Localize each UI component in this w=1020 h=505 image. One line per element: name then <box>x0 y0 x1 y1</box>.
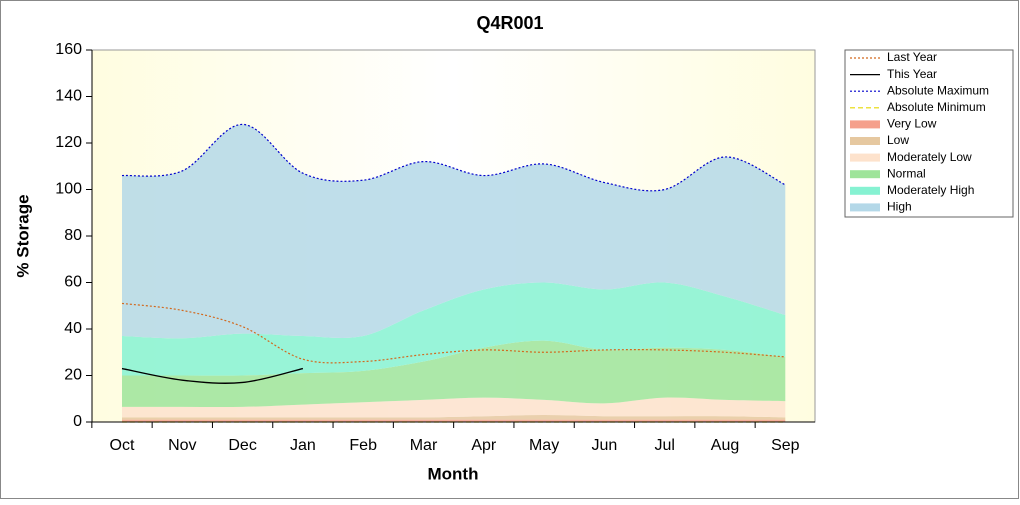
x-tick-label: Mar <box>410 437 438 454</box>
legend-label: Normal <box>887 166 926 180</box>
legend-swatch <box>850 153 880 162</box>
legend-swatch <box>850 186 880 195</box>
x-tick-label: Jan <box>290 437 316 454</box>
band-area <box>122 340 786 408</box>
legend-swatch <box>850 170 880 179</box>
band-area <box>122 124 786 339</box>
legend-label: High <box>887 200 912 214</box>
x-tick-label: May <box>529 437 559 454</box>
legend-label: This Year <box>887 67 937 81</box>
legend-label: Absolute Minimum <box>887 100 986 114</box>
legend-swatch <box>850 203 880 212</box>
y-tick-label: 60 <box>64 274 82 291</box>
y-tick-label: 160 <box>55 41 82 58</box>
band-area <box>122 282 786 376</box>
legend-label: Low <box>887 133 909 147</box>
band-area <box>122 415 786 420</box>
y-tick-label: 80 <box>64 227 82 244</box>
y-tick-label: 120 <box>55 134 82 151</box>
x-tick-label: Feb <box>349 437 377 454</box>
y-axis-label: % Storage <box>13 194 32 277</box>
y-tick-label: 40 <box>64 320 82 337</box>
x-tick-label: Oct <box>110 437 135 454</box>
x-tick-label: Dec <box>228 437 256 454</box>
line-series <box>121 123 786 192</box>
y-tick-label: 0 <box>73 413 82 430</box>
x-tick-label: Jul <box>654 437 674 454</box>
y-tick-label: 140 <box>55 88 82 105</box>
legend-label: Very Low <box>887 117 937 131</box>
line-series <box>121 367 304 384</box>
legend-label: Moderately Low <box>887 150 972 164</box>
y-tick-label: 100 <box>55 181 82 198</box>
x-tick-label: Nov <box>168 437 196 454</box>
legend-swatch <box>850 137 880 145</box>
y-tick-label: 20 <box>64 367 82 384</box>
legend-label: Absolute Maximum <box>887 83 989 97</box>
x-tick-label: Sep <box>771 437 800 454</box>
chart-title: Q4R001 <box>476 13 543 33</box>
legend-label: Last Year <box>887 50 937 64</box>
band-area <box>122 397 786 418</box>
x-axis-label: Month <box>428 464 479 483</box>
x-tick-label: Apr <box>471 437 497 454</box>
legend-swatch <box>850 120 880 129</box>
legend-label: Moderately High <box>887 183 974 197</box>
x-tick-label: Aug <box>711 437 739 454</box>
x-tick-label: Jun <box>592 437 618 454</box>
